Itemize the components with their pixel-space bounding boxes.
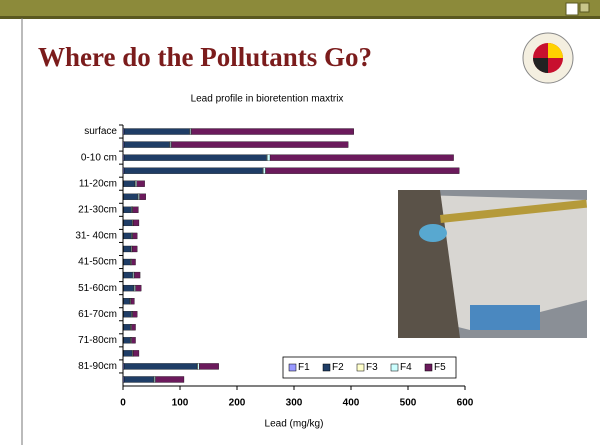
bar-segment — [132, 311, 138, 318]
bar-segment — [123, 337, 131, 344]
bar-segment — [123, 141, 170, 148]
bar-segment — [199, 363, 219, 370]
plot: Lead profile in bioretention maxtrix Lead… — [75, 94, 473, 430]
bar-segment — [123, 363, 198, 370]
bar-segment — [132, 232, 138, 240]
x-tick-label: 0 — [120, 398, 126, 409]
bar-segment — [155, 376, 185, 383]
y-tick-label: 0-10 cm — [81, 152, 117, 163]
photo — [398, 190, 588, 338]
y-tick-label: 61-70cm — [78, 309, 117, 320]
bar-segment — [130, 298, 135, 305]
bar-segment — [131, 337, 136, 344]
bar-segment — [136, 180, 145, 187]
y-tick-label: 21-30cm — [78, 204, 117, 215]
bar-segment — [267, 154, 271, 161]
bar-segment — [123, 245, 132, 253]
bar-segment — [123, 324, 131, 331]
bar-segment — [123, 311, 132, 318]
bar-segment — [123, 376, 154, 383]
bar-segment — [131, 245, 138, 253]
legend-swatch — [424, 363, 433, 372]
y-tick-label: 11-20cm — [79, 178, 117, 189]
legend-label: F4 — [400, 362, 412, 373]
band-square — [565, 2, 579, 16]
bar-segment — [133, 271, 135, 279]
y-tick-label: surface — [84, 126, 117, 137]
bar-segment — [123, 271, 133, 279]
y-tick-label: 31- 40cm — [75, 231, 117, 242]
bar-segment — [134, 284, 136, 292]
bar-segment — [135, 180, 137, 187]
bar-segment — [263, 167, 266, 174]
legend-swatch — [288, 363, 297, 372]
bar-segment — [123, 232, 132, 240]
top-band — [0, 0, 600, 18]
bar-segment — [265, 167, 460, 174]
y-tick-label: 71-80cm — [78, 335, 117, 346]
bar-segment — [123, 154, 267, 161]
legend-box — [282, 356, 457, 379]
chart-title: Lead profile in bioretention maxtrix — [191, 94, 344, 105]
x-axis-label: Lead (mg/kg) — [265, 419, 324, 430]
bar-segment — [135, 284, 142, 292]
bar-segment — [197, 363, 200, 370]
legend-label: F2 — [332, 362, 344, 373]
bar-segment — [171, 141, 349, 148]
x-tick-label: 600 — [457, 398, 474, 409]
legend-swatch — [390, 363, 399, 372]
bar-segment — [123, 350, 133, 357]
bar-segment — [154, 376, 156, 383]
slide-title: Where do the Pollutants Go? — [38, 42, 372, 72]
x-tick-label: 100 — [172, 398, 189, 409]
bar-segment — [131, 324, 136, 331]
bar-segment — [138, 193, 140, 200]
bar-segment — [132, 206, 139, 213]
logo — [522, 32, 574, 84]
bar-segment — [139, 193, 146, 200]
legend-swatch — [322, 363, 331, 372]
x-tick-label: 500 — [400, 398, 417, 409]
x-tick-label: 400 — [343, 398, 360, 409]
bar-segment — [123, 128, 190, 135]
bar-segment — [134, 271, 141, 279]
y-tick-label: 51-60cm — [78, 283, 117, 294]
bar-segment — [123, 206, 132, 213]
top-band-line — [0, 16, 600, 19]
bar-segment — [133, 219, 140, 227]
bar-segment — [131, 258, 136, 266]
legend-label: F3 — [366, 362, 378, 373]
bar-segment — [133, 350, 140, 357]
legend-label: F5 — [434, 362, 446, 373]
band-square — [579, 2, 590, 13]
y-tick-label: 81-90cm — [78, 361, 117, 372]
legend-swatch — [356, 363, 365, 372]
bar-segment — [123, 193, 138, 200]
bar-segment — [123, 180, 136, 187]
bar-segment — [269, 154, 454, 161]
y-tick-label: 41-50cm — [78, 257, 117, 268]
bar-segment — [191, 128, 354, 135]
bar-segment — [123, 298, 130, 305]
bar-segment — [170, 141, 172, 148]
bar-segment — [123, 258, 131, 266]
legend-label: F1 — [298, 362, 310, 373]
bar-segment — [123, 219, 133, 227]
bar-segment — [123, 167, 263, 174]
x-tick-label: 300 — [286, 398, 303, 409]
bar-segment — [123, 284, 134, 292]
x-tick-label: 200 — [229, 398, 246, 409]
bar-segment — [190, 128, 192, 135]
